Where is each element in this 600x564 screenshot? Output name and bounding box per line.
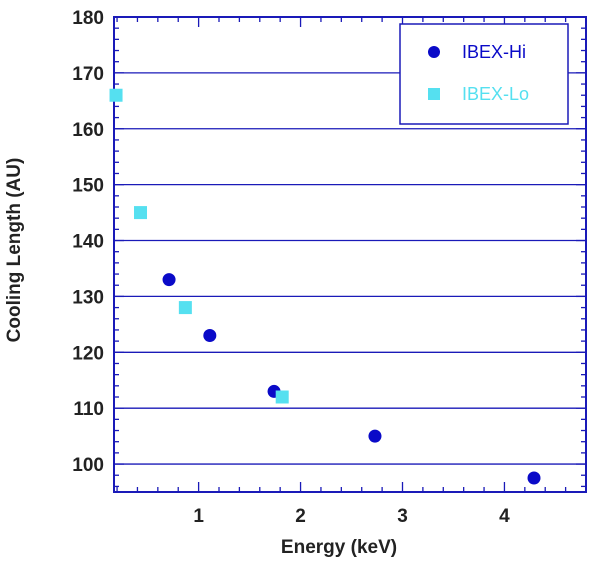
data-point-ibex-lo	[275, 390, 289, 404]
data-point-ibex-hi	[203, 329, 217, 343]
data-point-ibex-hi	[162, 273, 176, 287]
plot-frame	[113, 16, 587, 493]
legend-marker-ibex-lo	[428, 88, 440, 100]
legend-box	[399, 23, 569, 125]
data-point-ibex-lo	[134, 206, 148, 220]
data-points	[109, 88, 541, 485]
y-tick-label: 120	[72, 343, 104, 364]
tick-labels: 100 110 120 130 140 150 160 170 180 1 2 3 4	[72, 8, 510, 527]
y-tick-label: 100	[72, 455, 104, 476]
x-tick-label: 1	[193, 506, 204, 527]
y-tick-label: 110	[73, 399, 104, 420]
legend-marker-ibex-hi	[428, 46, 440, 58]
x-axis-title: Energy (keV)	[281, 537, 397, 558]
legend-label-ibex-lo: IBEX-Lo	[462, 84, 529, 104]
data-point-ibex-hi	[368, 429, 382, 443]
legend-label-ibex-hi: IBEX-Hi	[462, 42, 526, 62]
y-tick-label: 150	[72, 176, 104, 197]
y-tick-label: 160	[72, 120, 104, 141]
data-point-ibex-lo	[178, 301, 192, 315]
y-tick-label: 180	[72, 8, 104, 29]
data-point-ibex-lo	[109, 88, 123, 102]
data-point-ibex-hi	[527, 471, 541, 485]
x-tick-label: 3	[397, 506, 408, 527]
y-tick-label: 140	[72, 232, 104, 253]
y-tick-label: 170	[72, 64, 104, 85]
y-axis-title: Cooling Length (AU)	[4, 158, 25, 343]
legend: IBEX-Hi IBEX-Lo	[399, 23, 569, 125]
y-tick-label: 130	[72, 287, 104, 308]
x-tick-label: 2	[295, 506, 306, 527]
x-tick-label: 4	[499, 506, 510, 527]
